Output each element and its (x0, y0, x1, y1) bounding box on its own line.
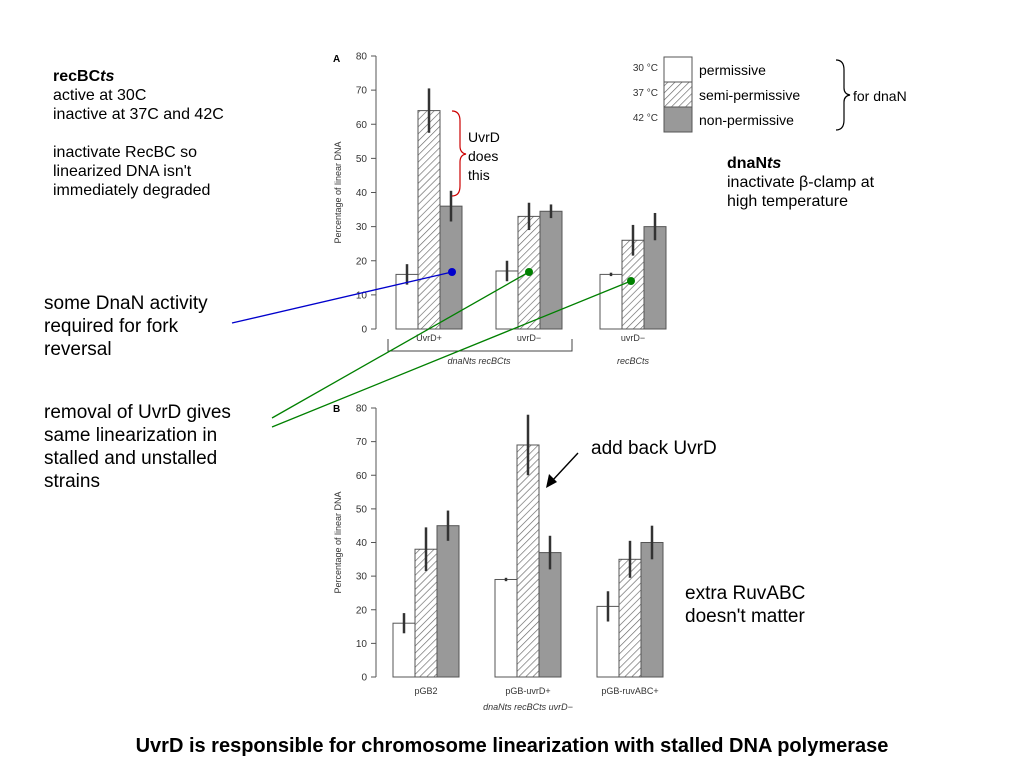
dnan-activity-note: some DnaN activity required for fork rev… (44, 292, 208, 361)
green-pointer-dot (525, 268, 533, 276)
legend-temp: 37 °C (633, 88, 658, 99)
add-back-arrow-line (551, 452, 579, 482)
legend-swatch (663, 81, 693, 108)
green-pointer-dot (627, 277, 635, 285)
group-label: dnaNts recBCts uvrD− (483, 702, 573, 712)
recbc-note-line: linearized DNA isn't (53, 163, 192, 180)
for-dnan-label: for dnaN (853, 88, 907, 104)
uvrd-removal-line: stalled and unstalled (44, 448, 218, 469)
legend-label: semi-permissive (699, 87, 800, 103)
y-tick-label: 80 (356, 404, 368, 415)
y-tick-label: 60 (356, 471, 368, 482)
dnan-note-line: high temperature (727, 193, 848, 210)
legend-label: permissive (699, 62, 766, 78)
group-bracket (387, 339, 573, 352)
ruvabc-note: extra RuvABC doesn't matter (685, 582, 805, 628)
y-tick-label: 80 (356, 52, 368, 63)
bar (436, 525, 460, 678)
group-label: recBCts (617, 356, 650, 366)
uvrd-removal-line: same linearization in (44, 425, 218, 446)
y-tick-label: 60 (356, 120, 368, 131)
uvrd-does-line: does (468, 148, 499, 164)
green-pointer-line (271, 271, 530, 419)
legend-temp: 42 °C (633, 113, 658, 124)
bar (599, 273, 623, 330)
legend-label: non-permissive (699, 112, 794, 128)
annotation-lines (231, 110, 635, 488)
uvrd-does-this-note: UvrD does this (468, 129, 500, 186)
recbc-note: recBCts active at 30C inactive at 37C an… (53, 67, 224, 200)
y-tick-label: 30 (356, 572, 368, 583)
bar (439, 205, 463, 330)
ruvabc-line: doesn't matter (685, 606, 805, 627)
y-tick-label: 0 (361, 673, 367, 684)
y-tick-label: 70 (356, 437, 368, 448)
bar (643, 226, 667, 330)
dnan-activity-line: some DnaN activity (44, 293, 208, 314)
panel-label: B (333, 404, 340, 415)
y-tick-label: 70 (356, 86, 368, 97)
uvrd-removal-line: removal of UvrD gives (44, 402, 231, 423)
uvrd-does-line: this (468, 167, 490, 183)
bar (417, 110, 441, 330)
y-tick-label: 50 (356, 504, 368, 515)
recbc-note-line: active at 30C (53, 87, 147, 104)
ruvabc-line: extra RuvABC (685, 583, 806, 604)
uvrd-does-line: UvrD (468, 129, 500, 145)
dnan-note-title: dnaNts (727, 155, 782, 172)
slide-caption: UvrD is responsible for chromosome linea… (135, 735, 889, 757)
y-tick-label: 10 (356, 290, 368, 301)
chart-panel-b: B 0 10 20 30 40 50 60 70 80 Percentage of linear D… (333, 404, 664, 712)
legend-swatch (663, 106, 693, 133)
y-axis-label: Percentage of linear DNA (333, 491, 343, 593)
category-label: pGB-ruvABC+ (601, 686, 658, 696)
legend-temp: 30 °C (633, 63, 658, 74)
y-tick-label: 0 (361, 325, 367, 336)
y-tick-label: 50 (356, 154, 368, 165)
category-label: uvrD− (517, 333, 541, 343)
recbc-note-line (53, 124, 224, 143)
category-label: pGB2 (414, 686, 437, 696)
y-tick-label: 20 (356, 256, 368, 267)
panel-label: A (333, 54, 340, 65)
recbc-note-line: inactivate RecBC so (53, 144, 198, 161)
add-back-arrow-head (546, 474, 557, 488)
recbc-note-line: immediately degraded (53, 182, 211, 199)
category-label: uvrD− (621, 333, 645, 343)
category-label: pGB-uvrD+ (505, 686, 550, 696)
uvrd-removal-line: strains (44, 471, 100, 492)
beta-symbol: β (799, 174, 809, 191)
y-axis-label: Percentage of linear DNA (333, 141, 343, 243)
y-tick-label: 30 (356, 222, 368, 233)
dnan-note-line: inactivate β-clamp at (727, 174, 875, 191)
chart-panel-a: A 0 10 20 30 40 50 60 70 80 Percentage of linear D… (333, 52, 667, 366)
dnan-activity-line: required for fork (44, 316, 179, 337)
category-label: UvrD+ (416, 333, 442, 343)
red-brace (451, 110, 467, 197)
legend-brace (835, 59, 851, 131)
recbc-note-line: inactive at 37C and 42C (53, 106, 224, 123)
bar (538, 552, 562, 678)
add-back-uvrd-note: add back UvrD (591, 438, 717, 459)
blue-pointer-line (231, 271, 453, 324)
bar (516, 444, 540, 678)
dnan-note: dnaNts inactivate β-clamp at high temper… (727, 154, 874, 211)
chart-legend: 30 °C permissive 37 °C semi-permissive 42 °C… (633, 56, 851, 133)
green-pointer-line (271, 280, 632, 428)
bar (640, 542, 664, 678)
y-tick-label: 10 (356, 639, 368, 650)
bar (539, 210, 563, 330)
y-tick-label: 40 (356, 188, 368, 199)
dnan-activity-line: reversal (44, 339, 112, 360)
bar (494, 578, 518, 678)
legend-swatch (663, 56, 693, 83)
group-label: dnaNts recBCts (447, 356, 511, 366)
y-tick-label: 40 (356, 538, 368, 549)
blue-pointer-dot (448, 268, 456, 276)
recbc-note-title: recBCts (53, 68, 115, 85)
uvrd-removal-note: removal of UvrD gives same linearization… (44, 401, 231, 493)
y-tick-label: 20 (356, 605, 368, 616)
